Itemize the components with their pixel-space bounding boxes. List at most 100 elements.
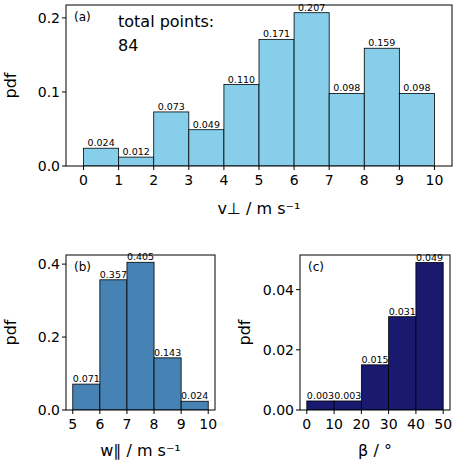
- x-tick-label: 50: [434, 416, 452, 432]
- x-tick-label: 20: [352, 416, 370, 432]
- y-tick-label: 0.4: [38, 256, 60, 272]
- x-tick: [259, 166, 260, 170]
- bar: [154, 358, 181, 410]
- data-label: 0.357: [100, 269, 127, 280]
- x-tick: [118, 166, 119, 170]
- data-label: 0.159: [368, 37, 395, 48]
- y-axis-label: pdf: [235, 319, 254, 345]
- data-label: 0.110: [228, 74, 255, 85]
- y-axis-label: pdf: [1, 319, 20, 345]
- x-tick-label: 0: [79, 172, 88, 188]
- y-tick: [62, 337, 66, 338]
- bar: [334, 401, 361, 410]
- bar: [181, 401, 208, 410]
- bar: [100, 280, 127, 410]
- data-label: 0.405: [127, 251, 154, 262]
- y-tick: [62, 17, 66, 18]
- bar: [73, 384, 100, 410]
- x-tick-label: 9: [177, 416, 186, 432]
- annotation: (b): [74, 260, 91, 274]
- frame: [300, 255, 450, 410]
- bar: [416, 263, 443, 410]
- y-tick: [62, 166, 66, 167]
- bar: [361, 365, 388, 410]
- bar: [84, 148, 119, 166]
- x-tick-label: 5: [255, 172, 264, 188]
- x-tick: [434, 166, 435, 170]
- x-tick: [72, 410, 73, 414]
- y-axis-label: pdf: [1, 72, 20, 98]
- data-label: 0.049: [416, 252, 443, 263]
- frame: [66, 5, 452, 166]
- x-tick: [99, 410, 100, 414]
- annotation: (c): [308, 260, 324, 274]
- x-tick: [334, 410, 335, 414]
- x-tick: [415, 410, 416, 414]
- bar: [119, 157, 154, 166]
- x-tick: [364, 166, 365, 170]
- x-tick-label: 30: [380, 416, 398, 432]
- x-tick: [388, 410, 389, 414]
- bar: [364, 48, 399, 166]
- y-tick-label: 0.2: [38, 329, 60, 345]
- data-label: 0.012: [123, 146, 150, 157]
- bars: [73, 262, 208, 410]
- figure: 0.0240.0120.0730.0490.1100.1710.2070.098…: [0, 0, 474, 470]
- data-label: 0.073: [158, 101, 185, 112]
- x-tick: [126, 410, 127, 414]
- annotation: total points:: [118, 12, 214, 31]
- bar: [389, 317, 416, 410]
- data-label: 0.031: [389, 306, 416, 317]
- data-label: 0.207: [298, 2, 325, 13]
- x-tick: [181, 410, 182, 414]
- bar: [259, 39, 294, 166]
- x-tick-label: 1: [114, 172, 123, 188]
- data-label: 0.003: [334, 390, 361, 401]
- bar: [307, 401, 334, 410]
- data-label: 0.024: [87, 137, 114, 148]
- x-tick-label: 0: [302, 416, 311, 432]
- x-tick: [223, 166, 224, 170]
- data-label: 0.015: [361, 354, 388, 365]
- x-tick: [329, 166, 330, 170]
- x-tick-label: 8: [360, 172, 369, 188]
- x-tick-label: 2: [149, 172, 158, 188]
- x-tick-label: 7: [122, 416, 131, 432]
- frame: [66, 255, 215, 410]
- bar: [399, 93, 434, 166]
- data-label: 0.098: [403, 82, 430, 93]
- x-tick-label: 4: [219, 172, 228, 188]
- data-label: 0.143: [154, 347, 181, 358]
- bar: [127, 262, 154, 410]
- y-tick-label: 0.1: [38, 84, 60, 100]
- x-tick: [83, 166, 84, 170]
- y-tick-label: 0.04: [263, 282, 294, 298]
- x-tick: [188, 166, 189, 170]
- bar: [329, 93, 364, 166]
- y-tick: [296, 289, 300, 290]
- x-axis-label: w∥ / m s⁻¹: [100, 441, 181, 460]
- y-tick-label: 0.0: [38, 158, 60, 174]
- x-tick: [294, 166, 295, 170]
- y-tick: [296, 410, 300, 411]
- y-tick-label: 0.0: [38, 402, 60, 418]
- x-tick: [154, 410, 155, 414]
- bars: [84, 13, 435, 166]
- x-tick: [443, 410, 444, 414]
- bar: [189, 130, 224, 166]
- x-tick: [361, 410, 362, 414]
- y-tick: [296, 349, 300, 350]
- x-tick: [153, 166, 154, 170]
- annotation: 84: [118, 36, 138, 55]
- y-tick-label: 0.2: [38, 10, 60, 26]
- y-tick: [62, 264, 66, 265]
- data-label: 0.098: [333, 82, 360, 93]
- x-tick-label: 40: [407, 416, 425, 432]
- y-tick: [62, 410, 66, 411]
- x-axis-label: v⊥ / m s⁻¹: [218, 199, 301, 218]
- bars: [307, 263, 443, 410]
- y-tick: [62, 91, 66, 92]
- data-label: 0.171: [263, 28, 290, 39]
- data-label: 0.024: [181, 390, 208, 401]
- bar: [224, 85, 259, 166]
